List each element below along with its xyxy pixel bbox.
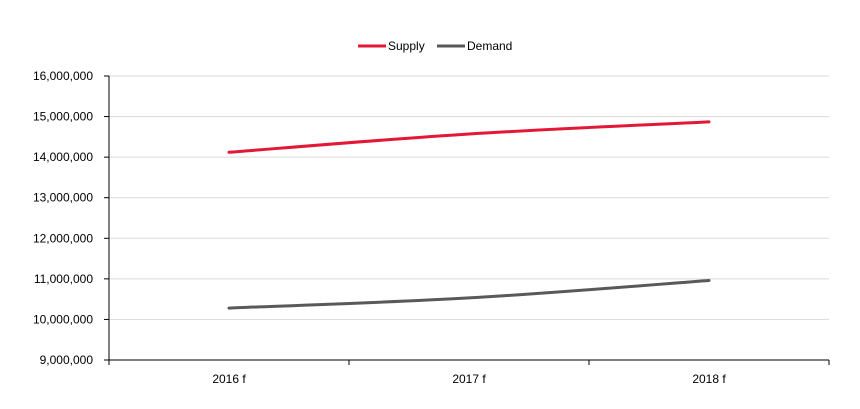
legend-label-demand: Demand: [467, 39, 512, 53]
y-tick-label: 10,000,000: [33, 312, 93, 326]
y-tick-label: 11,000,000: [34, 272, 93, 286]
y-tick-label: 16,000,000: [33, 69, 93, 83]
y-tick-label: 15,000,000: [33, 110, 93, 124]
series-line-supply: [227, 120, 711, 154]
gridlines: [109, 75, 829, 320]
x-tick-label: 2017 f: [452, 372, 486, 386]
x-tick-label: 2018 f: [692, 372, 726, 386]
series-line-demand: [227, 278, 711, 310]
y-tick-label: 13,000,000: [33, 191, 93, 205]
axes: 9,000,000 10,000,000 11,000,000 12,000,000 1…: [33, 69, 830, 386]
y-tick-label: 12,000,000: [33, 231, 93, 245]
legend-label-supply: Supply: [388, 39, 425, 53]
x-tick-label: 2016 f: [212, 372, 246, 386]
y-tick-label: 14,000,000: [33, 150, 93, 164]
series-lines: [227, 120, 711, 310]
legend: Supply Demand: [358, 39, 512, 53]
y-tick-label: 9,000,000: [40, 353, 94, 367]
